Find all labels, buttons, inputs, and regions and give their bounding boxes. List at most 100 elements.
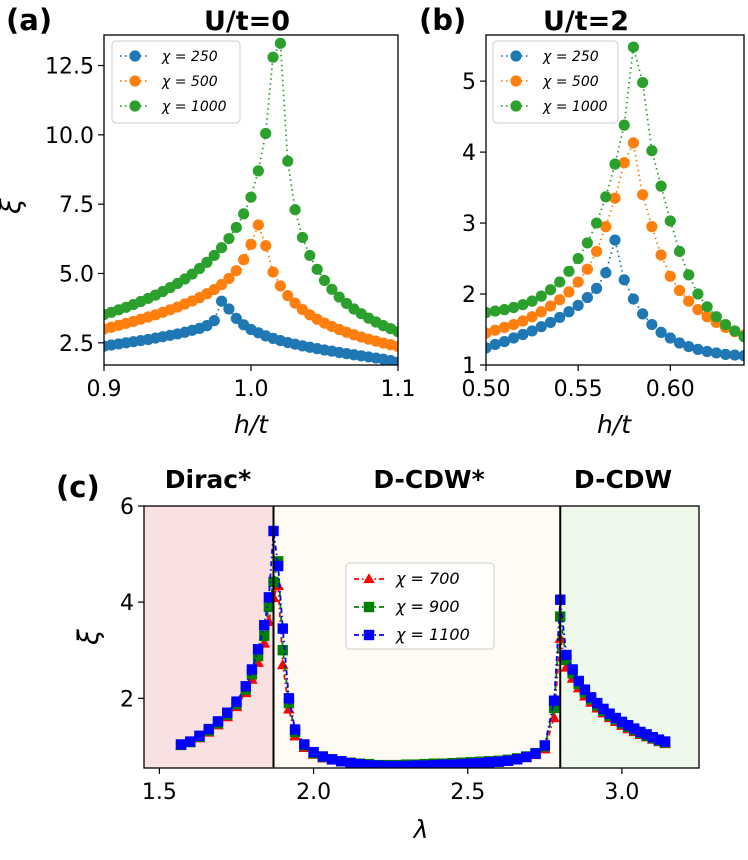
data-point [646, 145, 658, 157]
data-point [526, 311, 538, 323]
data-point [521, 751, 532, 763]
data-point [544, 284, 557, 296]
data-point [673, 245, 686, 258]
data-point [526, 295, 538, 307]
data-point [484, 757, 495, 768]
data-point [664, 215, 676, 227]
data-point [245, 191, 257, 203]
legend-label: χ = 1000 [542, 99, 608, 115]
data-point [627, 137, 640, 149]
data-point [391, 760, 403, 768]
data-point [230, 221, 242, 234]
y-tick-label: 10.0 [45, 124, 94, 149]
data-point [554, 276, 566, 288]
data-point [498, 335, 511, 348]
y-tick-label: 1 [462, 354, 476, 379]
data-point [259, 630, 270, 641]
x-tick-label: 0.9 [87, 377, 122, 402]
data-point [231, 696, 242, 707]
data-point [400, 760, 412, 768]
data-point [673, 337, 686, 349]
data-point [511, 754, 523, 765]
legend-marker [129, 100, 141, 112]
data-point [223, 303, 235, 315]
legend-label: χ = 700 [395, 569, 460, 588]
data-point [263, 601, 275, 613]
data-point [410, 760, 421, 768]
y-tick-label: 4 [462, 141, 476, 166]
data-point [692, 343, 704, 355]
legend-entry-1: χ = 250 [501, 49, 599, 65]
panel-c-legend: χ = 700 χ = 900 χ = 1100 [345, 562, 495, 650]
data-point [618, 119, 630, 131]
panel-a-xlabel: h/t [234, 410, 269, 439]
data-point [618, 274, 630, 286]
x-tick-label: 0.55 [554, 377, 603, 402]
phase-label-dcdw: D-CDW [574, 465, 672, 494]
data-point [535, 321, 547, 333]
data-point [664, 332, 676, 344]
data-point [692, 304, 704, 316]
data-point [216, 242, 228, 254]
legend-label: χ = 900 [395, 597, 460, 616]
data-point [738, 331, 744, 343]
data-point [428, 759, 440, 768]
data-point [572, 276, 584, 288]
data-point [260, 240, 272, 252]
data-point [296, 231, 309, 244]
data-point [544, 300, 557, 312]
data-point [498, 304, 511, 316]
panel-b-label: (b) [419, 3, 466, 37]
data-point [641, 729, 652, 740]
data-point [274, 37, 286, 49]
data-point [535, 306, 547, 318]
phase-label-dirac-star: Dirac* [165, 465, 251, 494]
data-point [245, 238, 257, 250]
data-point [616, 716, 628, 728]
data-point [637, 76, 649, 89]
data-point [609, 158, 621, 170]
panel-a-plot-area [104, 37, 398, 365]
data-point [590, 282, 603, 294]
panel-a-ylabel: ξ [0, 198, 27, 215]
data-point [419, 760, 430, 768]
data-point [489, 324, 501, 336]
data-point [683, 340, 695, 353]
data-point [282, 155, 294, 167]
legend-marker [129, 50, 141, 62]
data-point [222, 707, 233, 718]
panel-a-xticks: 0.9 1.0 1.1 [87, 365, 416, 402]
data-point [465, 758, 477, 768]
panel-a-title: U/t=0 [204, 6, 290, 37]
x-tick-label: 0.60 [646, 377, 695, 402]
panel-a: (a) U/t=0 0.9 1.0 1.1 2.5 5.0 7.5 10.0 12.5 h/… [0, 3, 416, 439]
panel-c-yticks: 2 4 6 [120, 495, 144, 712]
data-point [456, 758, 467, 768]
data-point [609, 192, 621, 204]
legend-label: χ = 250 [542, 49, 599, 65]
legend-label: χ = 250 [161, 49, 218, 65]
data-point [175, 739, 187, 750]
data-point [392, 326, 398, 338]
data-point [326, 754, 338, 765]
y-tick-label: 4 [120, 591, 134, 616]
legend-entry-3: χ = 1000 [501, 99, 608, 115]
data-point [392, 340, 398, 353]
panel-c: (c) 1.5 2.0 2.5 3.0 2 4 6 λ ξ Dirac* D-CDW* D… [56, 465, 700, 844]
data-point [508, 301, 520, 314]
legend-entry-1: χ = 700 [354, 569, 460, 588]
y-tick-label: 5.0 [59, 262, 94, 287]
legend-entry-1: χ = 250 [120, 49, 218, 65]
data-point [263, 592, 275, 603]
data-point [274, 280, 286, 292]
panel-b-title: U/t=2 [543, 6, 629, 37]
data-point [729, 325, 741, 337]
y-tick-label: 2.5 [59, 332, 94, 357]
data-point [282, 290, 294, 302]
x-tick-label: 1.5 [142, 780, 177, 805]
legend-marker [129, 75, 141, 87]
data-point [622, 720, 634, 731]
phase-label-dcdw-star: D-CDW* [373, 465, 484, 494]
data-point [647, 732, 658, 743]
data-point [304, 249, 316, 262]
